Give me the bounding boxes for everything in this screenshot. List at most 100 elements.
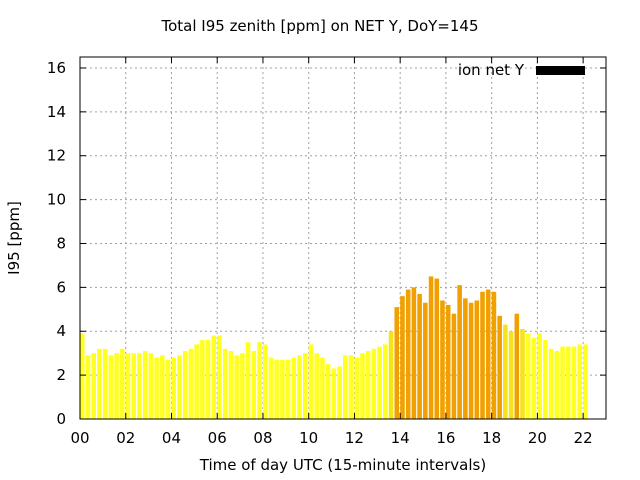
legend-swatch — [536, 65, 585, 75]
legend-label: ion net Y — [457, 61, 524, 79]
bar — [417, 293, 422, 419]
bar — [360, 353, 365, 419]
bar — [251, 350, 257, 419]
plot-frame — [79, 56, 607, 420]
bar — [514, 313, 520, 419]
bar — [463, 298, 468, 419]
bar — [120, 348, 125, 419]
y-tick-label: 10 — [47, 191, 66, 209]
bar — [371, 348, 377, 419]
bar — [154, 357, 159, 419]
bar — [405, 289, 411, 419]
bar — [457, 285, 462, 419]
bar — [325, 364, 331, 419]
bar — [520, 329, 525, 419]
bar — [228, 350, 234, 419]
bar — [274, 359, 279, 419]
x-tick-label: 10 — [299, 429, 318, 447]
bar — [297, 355, 302, 419]
bar — [434, 278, 440, 419]
bar — [577, 344, 582, 419]
bar — [474, 300, 480, 419]
y-tick-label: 4 — [56, 322, 66, 340]
x-tick-label: 14 — [391, 429, 410, 447]
bar — [102, 348, 108, 419]
bar — [131, 353, 137, 419]
bar — [497, 315, 502, 419]
bar — [217, 335, 222, 419]
y-tick-label: 16 — [47, 59, 66, 77]
bar — [91, 353, 97, 419]
bar — [148, 353, 154, 419]
bar — [171, 357, 177, 419]
bar — [400, 296, 405, 419]
bar — [531, 337, 537, 419]
bar — [348, 355, 354, 419]
y-tick-label: 12 — [47, 147, 66, 165]
bar — [285, 359, 291, 419]
bar — [480, 291, 485, 419]
x-tick-label: 06 — [208, 429, 227, 447]
bar — [142, 350, 148, 419]
bar — [543, 340, 548, 419]
bar — [554, 350, 560, 419]
bar — [571, 346, 577, 419]
bar — [468, 302, 474, 419]
x-tick-label: 08 — [253, 429, 272, 447]
bar — [365, 350, 371, 419]
x-tick-label: 22 — [574, 429, 593, 447]
bar — [240, 353, 245, 419]
bar — [440, 300, 445, 419]
bar — [565, 346, 571, 419]
bar — [194, 344, 199, 419]
x-tick-label: 02 — [116, 429, 135, 447]
bar — [394, 307, 400, 419]
bar — [337, 366, 342, 419]
bar — [257, 342, 262, 419]
bar — [85, 355, 91, 419]
bar — [388, 331, 394, 419]
y-axis-label: I95 [ppm] — [5, 201, 23, 275]
x-tick-label: 12 — [345, 429, 364, 447]
bar — [80, 333, 85, 419]
bar — [377, 346, 382, 419]
bar — [291, 357, 297, 419]
bar — [383, 344, 388, 419]
bar — [428, 276, 434, 419]
y-tick-label: 14 — [47, 103, 66, 121]
bar — [211, 335, 217, 419]
bar — [503, 324, 508, 419]
x-tick-label: 16 — [436, 429, 455, 447]
bar — [445, 304, 451, 419]
bar — [114, 353, 119, 419]
bar — [165, 359, 171, 419]
bar — [280, 359, 285, 419]
bar — [137, 353, 142, 419]
bar — [485, 289, 491, 419]
bar — [583, 344, 588, 419]
bar — [525, 333, 531, 419]
bar — [548, 348, 554, 419]
bar — [262, 344, 268, 419]
x-axis-label: Time of day UTC (15-minute intervals) — [199, 456, 487, 474]
bar — [160, 355, 165, 419]
bar — [182, 350, 188, 419]
bar — [560, 346, 565, 419]
bar — [200, 340, 205, 419]
bar — [537, 333, 542, 419]
bar — [268, 357, 274, 419]
bar — [423, 302, 428, 419]
bar — [125, 353, 131, 419]
chart-title: Total I95 zenith [ppm] on NET Y, DoY=145 — [161, 17, 479, 35]
bar — [302, 353, 308, 419]
x-tick-label: 04 — [162, 429, 181, 447]
bar — [188, 348, 194, 419]
bar — [177, 355, 182, 419]
x-tick-label: 20 — [528, 429, 547, 447]
bar — [508, 331, 514, 419]
x-tick-label: 00 — [70, 429, 89, 447]
y-tick-label: 0 — [56, 410, 66, 428]
y-tick-label: 2 — [56, 366, 66, 384]
bar — [222, 348, 228, 419]
y-tick-label: 8 — [56, 234, 66, 252]
